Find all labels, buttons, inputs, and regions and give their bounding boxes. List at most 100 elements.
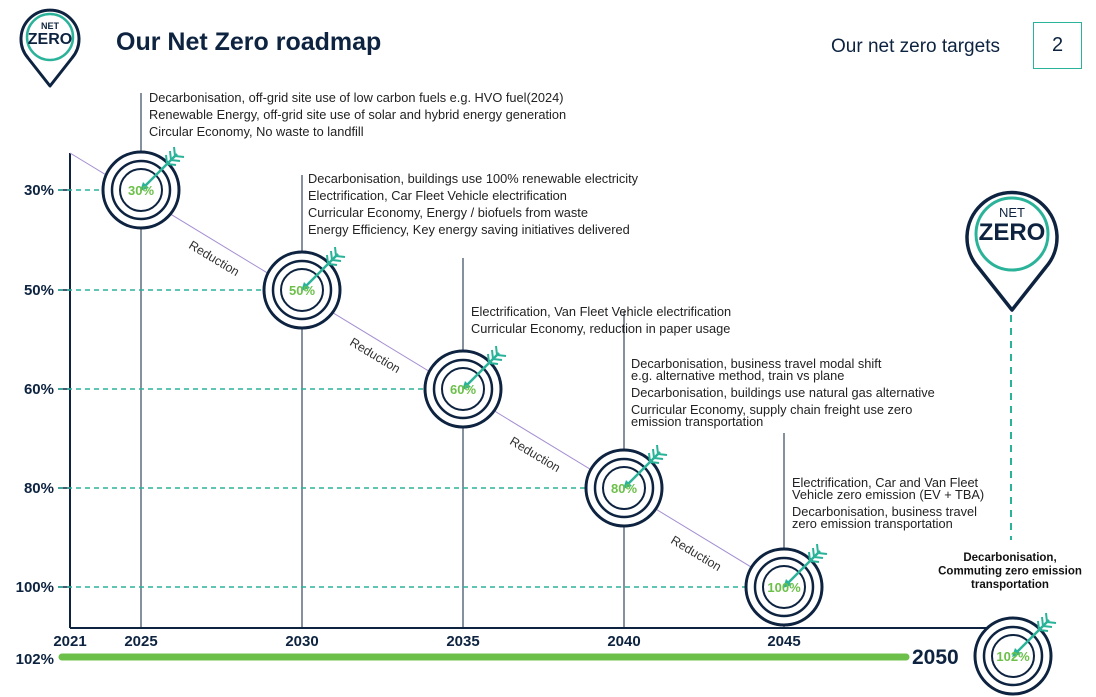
page-number: 2 — [1033, 22, 1082, 69]
section-title: Our net zero targets — [831, 36, 1000, 57]
target-value-label: 30% — [128, 183, 154, 198]
net-zero-logo-large: NET ZERO — [962, 187, 1062, 313]
milestone-description: Decarbonisation, business travel modal s… — [631, 356, 882, 371]
arrow-fletching-icon — [648, 452, 651, 463]
arrow-fletching-icon — [170, 159, 181, 162]
arrow-fletching-icon — [495, 345, 498, 356]
target-inner-ring — [119, 168, 163, 212]
y-tick-label: 30% — [24, 182, 54, 199]
arrow-fletching-icon — [165, 154, 168, 165]
arrow-fletching-icon — [816, 543, 819, 554]
milestone-description: Curricular Economy, reduction in paper u… — [471, 321, 730, 336]
target-value-label: 80% — [611, 481, 637, 496]
y-tick-label: 60% — [24, 381, 54, 398]
x-tick-label: 2025 — [124, 633, 157, 650]
arrow-fletching-icon — [166, 163, 177, 166]
reduction-label: Reduction — [347, 335, 402, 376]
arrow-fletching-icon — [492, 358, 503, 361]
reduction-trend-line — [69, 152, 785, 588]
arrow-fletching-icon — [334, 246, 337, 257]
y-tick-label: 100% — [16, 579, 54, 596]
arrow-fletching-icon — [487, 353, 490, 364]
arrow-fletching-icon — [491, 349, 494, 360]
arrow-fletching-icon — [1041, 616, 1044, 627]
milestone-description: Electrification, Car Fleet Vehicle elect… — [308, 188, 567, 203]
final-milestone-description: Commuting zero emission — [938, 566, 1082, 578]
reduction-label: Reduction — [668, 533, 723, 574]
y-tick-label: 80% — [24, 480, 54, 497]
target-inner-ring — [280, 268, 324, 312]
target-middle-ring — [593, 457, 655, 519]
target-middle-ring — [110, 159, 172, 221]
x-tick-label: 2021 — [53, 633, 86, 650]
arrow-fletching-icon — [330, 250, 333, 261]
x-tick-label: 2035 — [446, 633, 479, 650]
milestone-description: Decarbonisation, business travel — [792, 504, 977, 519]
arrow-fletching-icon — [656, 444, 659, 455]
arrow-fletching-icon — [649, 461, 660, 464]
logo-large-zero-text: ZERO — [978, 219, 1046, 246]
logo-zero-text: ZERO — [27, 31, 73, 48]
arrow-fletching-icon — [331, 259, 342, 262]
target-value-label: 102% — [996, 649, 1030, 664]
net-zero-logo: NET ZERO — [18, 6, 82, 88]
arrow-head-icon — [301, 282, 310, 291]
arrow-fletching-icon — [812, 547, 815, 558]
arrow-head-icon — [1012, 648, 1021, 657]
arrow-fletching-icon — [327, 263, 338, 266]
y-tick-label: 50% — [24, 282, 54, 299]
arrow-fletching-icon — [169, 150, 172, 161]
arrow-head-icon — [140, 182, 149, 191]
arrow-fletching-icon — [1046, 621, 1057, 624]
arrow-fletching-icon — [653, 457, 664, 460]
target-middle-ring — [271, 259, 333, 321]
milestone-description: Decarbonisation, buildings use 100% rene… — [308, 171, 639, 186]
target-inner-ring — [991, 634, 1035, 678]
reduction-label: Reduction — [186, 238, 241, 279]
baseline-level-label: 102% — [16, 651, 54, 668]
target-middle-ring — [432, 358, 494, 420]
milestone-description: Curricular Economy, supply chain freight… — [631, 402, 912, 417]
milestone-description: Vehicle zero emission (EV + TBA) — [792, 487, 984, 502]
target-inner-ring — [762, 565, 806, 609]
arrow-fletching-icon — [813, 556, 824, 559]
milestone-description: Electrification, Car and Van Fleet — [792, 475, 979, 490]
arrow-head-icon — [623, 480, 632, 489]
page-title: Our Net Zero roadmap — [116, 28, 382, 56]
milestone-description: Circular Economy, No waste to landfill — [149, 124, 364, 139]
milestone-description: Electrification, Van Fleet Vehicle elect… — [471, 304, 731, 319]
arrow-fletching-icon — [326, 254, 329, 265]
arrow-fletching-icon — [652, 448, 655, 459]
final-milestone-description: Decarbonisation, — [963, 552, 1056, 564]
milestone-description: Decarbonisation, buildings use natural g… — [631, 385, 935, 400]
milestone-description: Renewable Energy, off-grid site use of s… — [149, 107, 566, 122]
arrow-fletching-icon — [809, 560, 820, 563]
x-tick-label: 2040 — [607, 633, 640, 650]
arrow-fletching-icon — [173, 146, 176, 157]
milestone-description: emission transportation — [631, 414, 763, 429]
target-inner-ring — [602, 466, 646, 510]
milestone-description: Decarbonisation, off-grid site use of lo… — [149, 90, 563, 105]
arrow-fletching-icon — [1045, 612, 1048, 623]
arrow-head-icon — [462, 381, 471, 390]
target-middle-ring — [982, 625, 1044, 687]
arrow-head-icon — [783, 579, 792, 588]
end-year-label: 2050 — [912, 646, 959, 669]
arrow-fletching-icon — [1042, 625, 1053, 628]
reduction-label: Reduction — [507, 434, 562, 475]
arrow-fletching-icon — [335, 255, 346, 258]
target-value-label: 60% — [450, 382, 476, 397]
arrow-fletching-icon — [1038, 629, 1049, 632]
target-middle-ring — [753, 556, 815, 618]
milestone-description: e.g. alternative method, train vs plane — [631, 368, 844, 383]
milestone-description: Curricular Economy, Energy / biofuels fr… — [308, 205, 588, 220]
target-value-label: 50% — [289, 283, 315, 298]
target-inner-ring — [441, 367, 485, 411]
x-tick-label: 2045 — [767, 633, 800, 650]
arrow-fletching-icon — [808, 551, 811, 562]
arrow-fletching-icon — [817, 552, 828, 555]
milestone-description: zero emission transportation — [792, 516, 953, 531]
x-tick-label: 2030 — [285, 633, 318, 650]
arrow-fletching-icon — [657, 453, 668, 456]
target-value-label: 100% — [767, 580, 801, 595]
